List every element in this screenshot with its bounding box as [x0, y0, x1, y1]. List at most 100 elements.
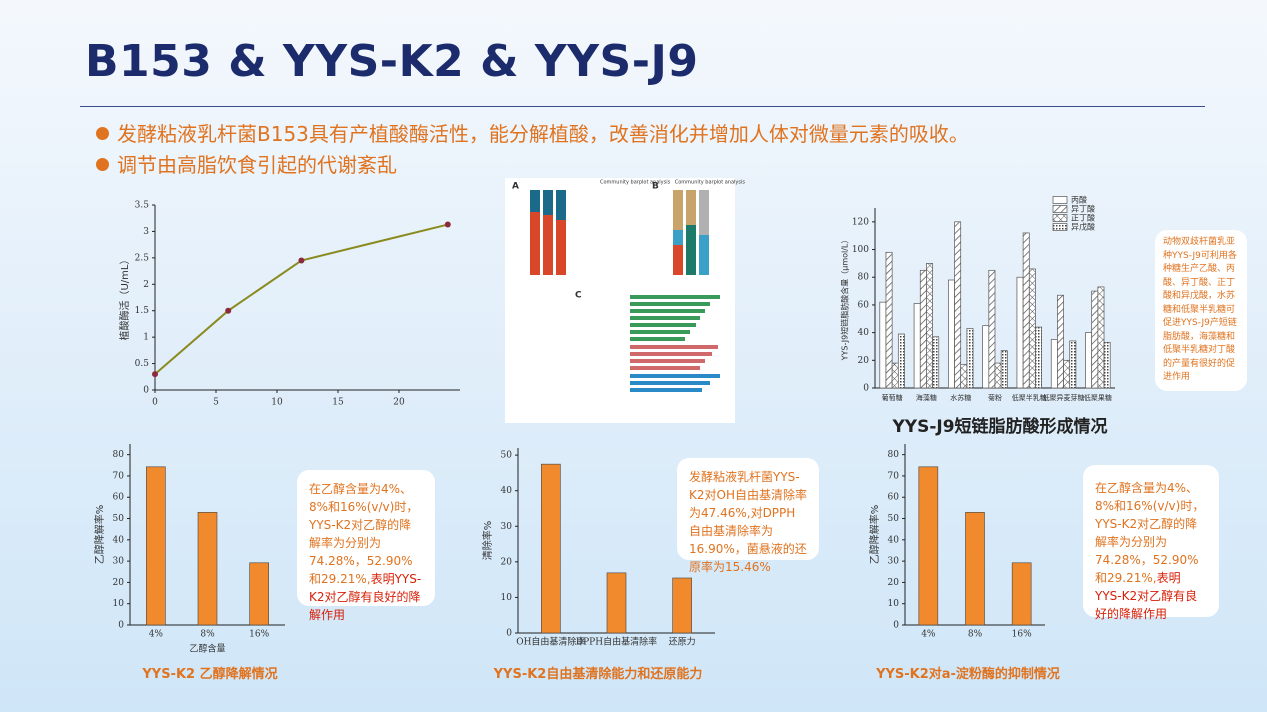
bullet: 发酵粘液乳杆菌B153具有产植酸酶活性，能分解植酸，改善消化并增加人体对微量元素… — [96, 118, 969, 147]
y-tick-label: 0.5 — [135, 359, 150, 369]
y-tick-label: 80 — [888, 450, 900, 460]
panel-label: B — [652, 182, 659, 192]
title-rule — [80, 106, 1205, 107]
y-tick-label: 50 — [501, 451, 513, 461]
bar — [1085, 332, 1093, 389]
panel-title: Community barplot analysis — [675, 180, 746, 186]
y-tick-label: 100 — [852, 245, 869, 255]
bar — [891, 362, 899, 389]
y-axis-label: 乙醇降解率% — [93, 505, 106, 565]
y-tick-label: 10 — [501, 593, 513, 603]
y-tick-label: 0 — [893, 621, 899, 631]
x-tick-label: 低聚异麦芽糖 — [1043, 393, 1085, 402]
panel-c-bars — [630, 295, 720, 392]
bar — [1057, 294, 1064, 389]
x-tick-label: 5 — [213, 398, 219, 408]
y-tick-label: 30 — [113, 557, 125, 567]
x-tick-label: 0 — [152, 398, 158, 408]
bullet: 调节由高脂饮食引起的代谢紊乱 — [96, 149, 397, 178]
legend-label: 异戊酸 — [1071, 222, 1095, 232]
bar — [146, 466, 166, 626]
x-tick-label: 菊粉 — [988, 393, 1002, 402]
bar — [606, 572, 627, 634]
bar — [1063, 359, 1071, 389]
y-tick-label: 30 — [888, 557, 900, 567]
legend-swatch — [1052, 214, 1068, 222]
y-tick-label: 60 — [888, 493, 900, 503]
bar — [885, 251, 893, 389]
bar — [965, 512, 985, 626]
bar — [249, 562, 269, 626]
y-tick-label: 10 — [888, 599, 900, 609]
y-tick-label: 0 — [863, 384, 869, 394]
y-tick-label: 10 — [113, 599, 125, 609]
y-tick-label: 40 — [501, 486, 513, 496]
callout: 发酵粘液乳杆菌YYS-K2对OH自由基清除率为47.46%,对DPPH自由基清除… — [677, 458, 819, 574]
y-tick-label: 20 — [888, 578, 900, 588]
y-tick-label: 120 — [852, 217, 869, 227]
bar — [982, 325, 990, 389]
callout: 动物双歧杆菌乳亚种YYS-J9可利用各种糖生产乙酸、丙酸、异丁酸、正丁酸和异戊酸… — [1155, 230, 1247, 391]
y-tick-label: 3.5 — [135, 201, 150, 211]
bar — [897, 333, 905, 389]
y-tick-label: 20 — [858, 356, 870, 366]
bar — [1028, 268, 1036, 389]
data-line — [154, 223, 449, 375]
x-tick-label: 海藻糖 — [916, 393, 937, 402]
y-axis-label: 清除率% — [481, 521, 494, 561]
panel-label: C — [575, 291, 582, 301]
y-tick-label: 0 — [143, 386, 149, 396]
legend-label: 正丁酸 — [1071, 213, 1095, 223]
x-tick-label: 10 — [271, 398, 283, 408]
chart-caption: YYS-K2对a-淀粉酶的抑制情况 — [876, 667, 1060, 682]
y-tick-label: 70 — [888, 471, 900, 481]
x-tick-label: 低聚半乳糖 — [1012, 393, 1047, 402]
bar — [948, 279, 955, 389]
callout-text: 在乙醇含量为4%、8%和16%(v/v)时，YYS-K2对乙醇的降解率为分别为7… — [1095, 481, 1205, 585]
y-tick-label: 40 — [113, 535, 125, 545]
y-tick-label: 70 — [113, 471, 125, 481]
y-tick-label: 2 — [143, 280, 149, 290]
bar — [966, 328, 974, 389]
legend-swatch — [1052, 196, 1068, 204]
x-tick-label: 8% — [968, 630, 983, 640]
bar — [1035, 326, 1042, 389]
x-tick-label: 16% — [1012, 630, 1032, 640]
data-point — [152, 371, 158, 378]
y-tick-label: 30 — [501, 522, 513, 532]
callout: 在乙醇含量为4%、8%和16%(v/v)时，YYS-K2对乙醇的降解率为分别为7… — [1083, 465, 1219, 621]
bar — [879, 301, 887, 389]
x-tick-label: 16% — [249, 630, 269, 640]
bar — [1016, 276, 1024, 389]
x-tick-label: 葡萄糖 — [882, 393, 903, 402]
y-tick-label: 20 — [501, 557, 513, 567]
legend-label: 异丁酸 — [1071, 204, 1095, 214]
callout-text: 在乙醇含量为4%、8%和16%(v/v)时，YYS-K2对乙醇的降解率为分别为7… — [309, 482, 419, 586]
chart-caption: YYS-K2自由基清除能力和还原能力 — [493, 667, 703, 682]
y-tick-label: 20 — [113, 578, 125, 588]
callout: 在乙醇含量为4%、8%和16%(v/v)时，YYS-K2对乙醇的降解率为分别为7… — [297, 470, 435, 622]
legend-swatch — [1052, 205, 1068, 213]
bar — [926, 263, 933, 389]
bar — [672, 577, 692, 634]
bar — [1091, 290, 1099, 389]
x-tick-label: 还原力 — [669, 636, 696, 648]
y-tick-label: 60 — [113, 493, 125, 503]
y-tick-label: 40 — [888, 535, 900, 545]
callout-highlight: 表明YYS-K2对乙醇有良好的降解作用 — [1095, 571, 1198, 621]
chart-caption: YYS-J9短链脂肪酸形成情况 — [892, 417, 1108, 437]
slide-title: B153 & YYS-K2 & YYS-J9 — [85, 36, 699, 87]
panel-a-bars — [530, 190, 566, 275]
y-tick-label: 50 — [888, 514, 900, 524]
bar — [913, 303, 921, 389]
y-tick-label: 2.5 — [135, 253, 150, 263]
x-axis-label: 乙醇含量 — [189, 643, 225, 655]
y-tick-label: 50 — [113, 514, 125, 524]
bar — [919, 269, 927, 389]
chart-caption: YYS-K2 乙醇降解情况 — [142, 667, 278, 682]
data-point — [298, 257, 305, 264]
y-axis-label: YYS-J9短链脂肪酸含量（μmol/L） — [840, 236, 850, 362]
x-tick-label: 8% — [200, 630, 215, 640]
bar — [954, 221, 962, 389]
